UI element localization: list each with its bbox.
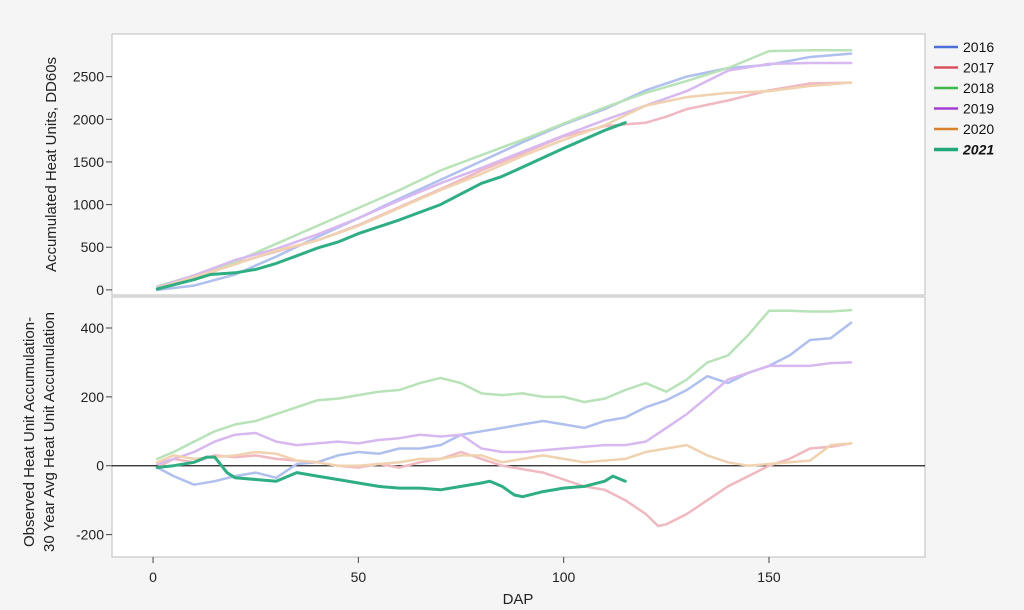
top-y-tick-label: 1000 xyxy=(73,197,104,213)
series-line-bottom-2019 xyxy=(155,361,853,466)
bottom-y-axis-title-line-2: 30 Year Avg Heat Unit Accumulation xyxy=(41,312,58,552)
bottom-panel-frame xyxy=(111,296,926,558)
legend-label-2020: 2020 xyxy=(963,121,994,137)
bottom-y-tick-label: 400 xyxy=(81,320,105,336)
series-line-top-2020 xyxy=(155,81,853,290)
series-line-bottom-2020 xyxy=(155,442,853,467)
x-tick-label: 50 xyxy=(351,569,367,585)
legend-label-2018: 2018 xyxy=(963,80,994,96)
legend-label-2021: 2021 xyxy=(962,142,994,158)
bottom-y-tick-label: -200 xyxy=(76,527,104,543)
top-y-axis-title: Accumulated Heat Units, DD60s xyxy=(43,57,60,272)
x-tick-label: 0 xyxy=(149,569,157,585)
top-y-tick-label: 0 xyxy=(96,282,104,298)
top-y-tick-label: 2500 xyxy=(73,69,104,85)
bottom-y-tick-label: 0 xyxy=(96,458,104,474)
top-y-tick-label: 500 xyxy=(81,239,105,255)
top-y-ticks: 0 500 1000 1500 2000 2500 xyxy=(73,69,112,298)
top-y-tick-label: 1500 xyxy=(73,154,104,170)
x-axis-title: DAP xyxy=(503,591,534,608)
legend-label-2017: 2017 xyxy=(963,60,994,76)
series-line-bottom-2021 xyxy=(155,455,627,499)
top-panel-series xyxy=(155,48,853,292)
bottom-y-tick-label: 200 xyxy=(81,389,105,405)
top-panel-frame xyxy=(111,33,926,296)
legend-label-2016: 2016 xyxy=(963,39,994,55)
series-line-bottom-2018 xyxy=(155,308,853,461)
series-line-top-2019 xyxy=(155,61,853,289)
series-line-top-2021 xyxy=(155,121,627,291)
x-ticks: 0 50 100 150 xyxy=(149,557,781,585)
legend: 2016 2017 2018 2019 2020 2021 xyxy=(934,39,994,158)
series-line-bottom-2017 xyxy=(155,442,853,528)
bottom-y-axis-title-line-1: Observed Heat Unit Accumulation- xyxy=(21,317,38,547)
series-line-bottom-2016 xyxy=(155,321,853,486)
top-y-tick-label: 2000 xyxy=(73,111,104,127)
x-tick-label: 150 xyxy=(757,569,781,585)
bottom-panel-series xyxy=(155,308,853,528)
series-line-top-2016 xyxy=(155,52,853,292)
legend-label-2019: 2019 xyxy=(963,101,994,117)
series-line-top-2018 xyxy=(155,48,853,288)
x-tick-label: 100 xyxy=(552,569,576,585)
bottom-y-ticks: -200 0 200 400 xyxy=(76,320,112,543)
